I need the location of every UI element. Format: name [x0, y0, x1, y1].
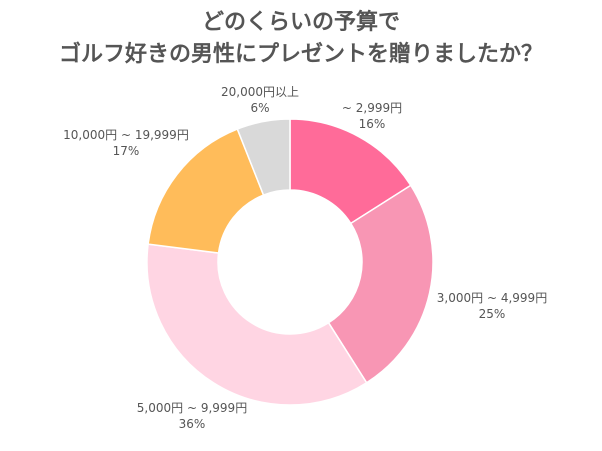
donut-slice-2 [327, 184, 434, 384]
donut-slice-5 [236, 118, 291, 197]
chart-title-line2: ゴルフ好きの男性にプレゼントを贈りましたか？ [58, 42, 543, 67]
slice-percent-5: 6% [250, 101, 269, 115]
slice-label-2: 3,000円 ~ 4,999円 [437, 291, 547, 305]
slice-label-3: 5,000円 ~ 9,999円 [137, 401, 247, 415]
slice-label-5: 20,000円以上 [221, 85, 299, 99]
donut-slice-3 [146, 243, 368, 406]
slice-percent-3: 36% [179, 417, 206, 431]
slice-percent-4: 17% [113, 144, 140, 158]
slice-percent-1: 16% [359, 117, 386, 131]
chart-title-line1: どのくらいの予算で [201, 10, 400, 35]
slice-label-1: ~ 2,999円 [342, 101, 402, 115]
donut-slice-4 [147, 128, 265, 254]
slice-label-4: 10,000円 ~ 19,999円 [63, 128, 189, 142]
slice-percent-2: 25% [479, 307, 506, 321]
